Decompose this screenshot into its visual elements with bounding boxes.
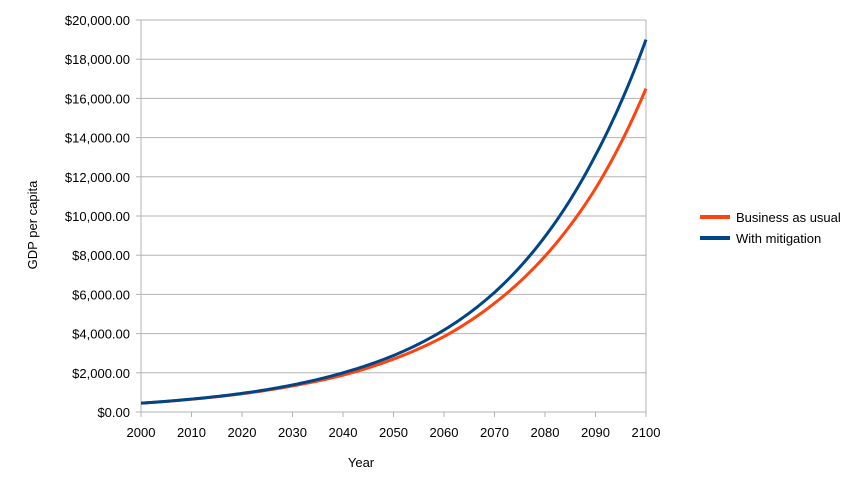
legend-item: Business as usual [700, 210, 841, 225]
series-line-with-mitigation [140, 39, 648, 405]
x-tick-label: 2040 [329, 425, 358, 440]
y-tick-label: $14,000.00 [65, 131, 130, 146]
x-tick-label: 2030 [278, 425, 307, 440]
x-tick-label: 2000 [127, 425, 156, 440]
y-tick-label: $18,000.00 [65, 52, 130, 67]
legend-item: With mitigation [700, 231, 821, 246]
x-tick-label: 2010 [177, 425, 206, 440]
grid-lines [141, 19, 646, 413]
y-axis-title: GDP per capita [25, 180, 40, 269]
axes [136, 19, 647, 417]
x-tick-labels: 2000 2010 2020 2030 2040 2050 2060 2070 2080 2090… [127, 425, 661, 440]
x-tick-label: 2070 [480, 425, 509, 440]
series-lines [140, 39, 648, 405]
x-tick-label: 2060 [430, 425, 459, 440]
y-tick-label: $12,000.00 [65, 170, 130, 185]
y-tick-label: $8,000.00 [72, 248, 130, 263]
x-tick-label: 2020 [228, 425, 257, 440]
y-tick-label: $16,000.00 [65, 91, 130, 106]
legend-label: With mitigation [736, 231, 821, 246]
y-tick-label: $20,000.00 [65, 13, 130, 28]
x-tick-label: 2100 [632, 425, 661, 440]
x-tick-label: 2090 [581, 425, 610, 440]
y-tick-label: $4,000.00 [72, 327, 130, 342]
y-tick-labels: $0.00 $2,000.00 $4,000.00 $6,000.00 $8,000.0… [65, 13, 130, 420]
y-tick-label: $2,000.00 [72, 366, 130, 381]
legend: Business as usual With mitigation [700, 210, 841, 246]
x-tick-label: 2050 [379, 425, 408, 440]
y-tick-label: $0.00 [97, 405, 130, 420]
y-tick-label: $10,000.00 [65, 209, 130, 224]
x-axis-title: Year [348, 455, 375, 470]
x-tick-label: 2080 [531, 425, 560, 440]
legend-label: Business as usual [736, 210, 841, 225]
y-tick-label: $6,000.00 [72, 287, 130, 302]
